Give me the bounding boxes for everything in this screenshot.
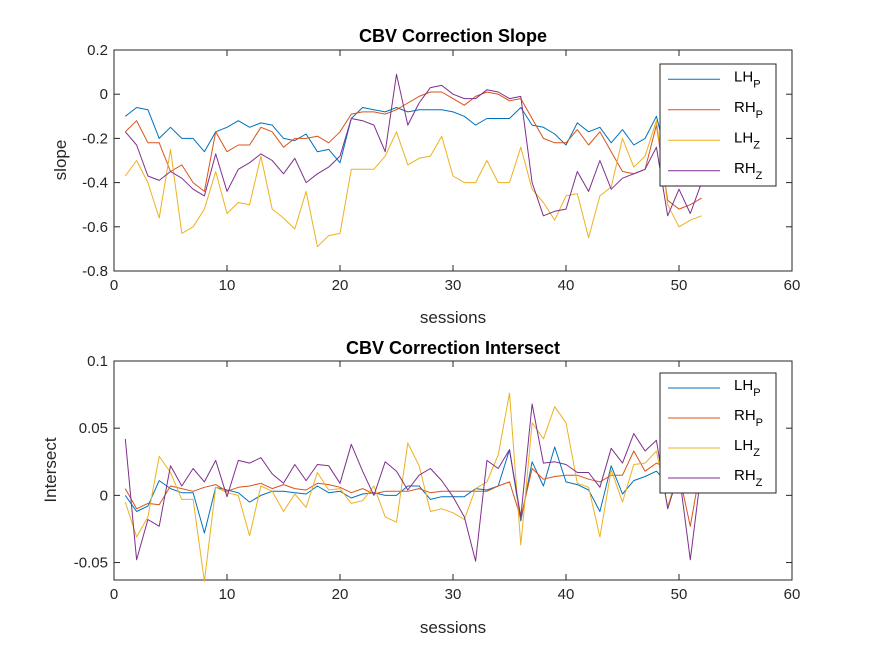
legend-label: RHP — [734, 407, 763, 429]
y-tick-label: -0.8 — [82, 263, 108, 280]
legend-subscript: Z — [753, 447, 760, 459]
intersect-y-label: Intersect — [41, 437, 60, 502]
x-tick-label: 30 — [445, 277, 462, 294]
series-line-rh-z — [124, 73, 703, 217]
legend-label: LHP — [734, 377, 761, 399]
y-tick-label: 0.1 — [87, 353, 108, 370]
slope-y-label: slope — [51, 140, 70, 181]
legend-name: LH — [734, 437, 753, 454]
x-tick-label: 60 — [784, 586, 801, 603]
series-line-rh-p — [124, 450, 703, 527]
y-tick-label: -0.6 — [82, 219, 108, 236]
x-tick-label: 10 — [219, 586, 236, 603]
legend-subscript: P — [753, 387, 760, 399]
y-tick-label: 0 — [100, 86, 108, 103]
legend-label: LHZ — [734, 129, 760, 151]
x-tick-label: 50 — [671, 586, 688, 603]
legend-label: RHZ — [734, 160, 763, 182]
x-tick-label: 40 — [558, 277, 575, 294]
legend-subscript: Z — [756, 477, 763, 489]
legend-name: RH — [734, 99, 756, 116]
legend-name: LH — [734, 377, 753, 394]
x-tick-label: 0 — [110, 586, 118, 603]
intersect-x-label: sessions — [420, 618, 486, 637]
legend-label: LHZ — [734, 437, 760, 459]
x-tick-label: 30 — [445, 586, 462, 603]
intersect-subplot: CBV Correction Intersect sessions Inters… — [41, 338, 800, 637]
slope-x-label: sessions — [420, 308, 486, 327]
legend-label: RHZ — [734, 467, 763, 489]
legend-name: LH — [734, 129, 753, 146]
series-line-lh-z — [124, 392, 702, 582]
y-tick-label: -0.2 — [82, 130, 108, 147]
legend-subscript: Z — [753, 139, 760, 151]
legend-subscript: P — [756, 109, 763, 121]
y-tick-label: 0.2 — [87, 42, 108, 59]
y-tick-label: -0.4 — [82, 175, 108, 192]
legend-label: RHP — [734, 99, 763, 121]
intersect-title: CBV Correction Intersect — [346, 338, 560, 358]
x-tick-label: 20 — [332, 277, 349, 294]
series-line-lh-z — [124, 120, 702, 248]
legend-label: LHP — [734, 68, 761, 90]
slope-lines — [124, 73, 703, 248]
x-tick-label: 60 — [784, 277, 801, 294]
series-line-lh-p — [124, 446, 702, 534]
legend-subscript: P — [756, 417, 763, 429]
legend-name: RH — [734, 407, 756, 424]
x-tick-label: 40 — [558, 586, 575, 603]
y-tick-label: 0.05 — [79, 420, 108, 437]
slope-ticks: 0 10 20 30 40 50 60 -0.8 -0.6 -0.4 -0.2 0 0.2 — [82, 42, 800, 294]
legend-box — [659, 372, 777, 494]
slope-title: CBV Correction Slope — [359, 26, 547, 46]
legend-name: LH — [734, 68, 753, 85]
x-tick-label: 10 — [219, 277, 236, 294]
legend-name: RH — [734, 160, 756, 177]
x-tick-label: 50 — [671, 277, 688, 294]
intersect-lines — [124, 392, 703, 582]
series-line-rh-p — [124, 91, 702, 210]
legend-box — [659, 63, 777, 187]
slope-subplot: CBV Correction Slope sessions slope 0 10 2… — [51, 26, 800, 327]
y-tick-label: 0 — [100, 487, 108, 504]
legend-subscript: Z — [756, 170, 763, 182]
x-tick-label: 0 — [110, 277, 118, 294]
legend-subscript: P — [753, 78, 760, 90]
x-tick-label: 20 — [332, 586, 349, 603]
series-line-rh-z — [124, 403, 703, 562]
y-tick-label: -0.05 — [74, 555, 108, 572]
series-line-lh-p — [124, 107, 702, 164]
legend-name: RH — [734, 467, 756, 484]
